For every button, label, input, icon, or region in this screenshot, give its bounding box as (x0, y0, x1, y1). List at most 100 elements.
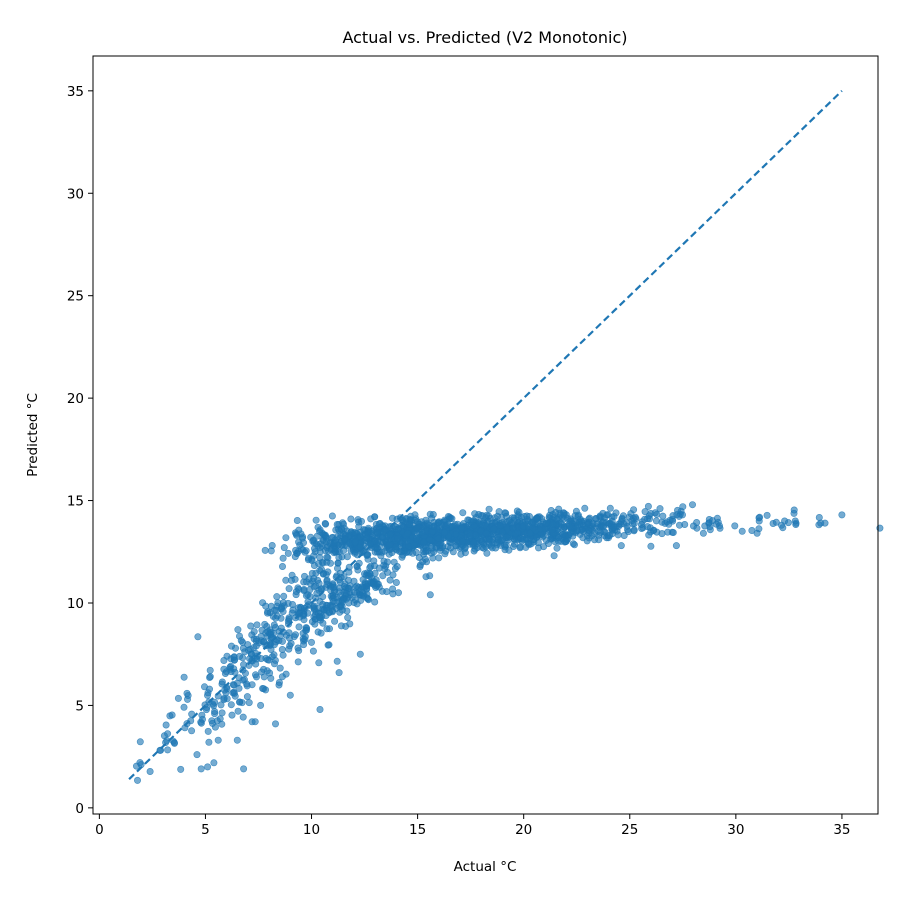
data-point (510, 514, 518, 522)
data-point (405, 520, 413, 528)
data-point (240, 765, 248, 773)
data-point (293, 516, 301, 524)
data-point (596, 528, 604, 536)
data-point (637, 520, 645, 528)
data-point (558, 520, 566, 528)
data-point (652, 517, 660, 525)
data-point (322, 537, 330, 545)
data-point (791, 517, 799, 525)
data-point (260, 638, 268, 646)
data-point (647, 542, 655, 550)
data-point (262, 686, 270, 694)
data-point (299, 539, 307, 547)
data-point (509, 542, 517, 550)
y-tick-label: 25 (67, 289, 84, 305)
data-point (385, 541, 393, 549)
data-point (444, 520, 452, 528)
data-point (211, 707, 219, 715)
data-point (350, 588, 358, 596)
data-point (422, 516, 430, 524)
data-point (429, 510, 437, 518)
data-point (358, 589, 366, 597)
data-point (263, 609, 271, 617)
data-point (294, 584, 302, 592)
data-point (363, 551, 371, 559)
data-point (705, 519, 713, 527)
data-point (351, 538, 359, 546)
data-point (585, 515, 593, 523)
data-point (392, 543, 400, 551)
data-point (589, 519, 597, 527)
data-point (276, 664, 284, 672)
data-point (371, 598, 379, 606)
data-point (218, 720, 226, 728)
data-point (188, 727, 196, 735)
data-point (614, 531, 622, 539)
data-point (266, 669, 274, 677)
data-point (204, 763, 212, 771)
data-point (208, 717, 216, 725)
data-point (329, 533, 337, 541)
data-point (378, 538, 386, 546)
data-point (574, 512, 582, 520)
data-point (304, 556, 312, 564)
data-point (218, 709, 226, 717)
axes-layer: 0 5 10 15 20 25 30 35 0 5 10 15 20 25 30 35 (67, 84, 851, 838)
data-point (205, 738, 213, 746)
data-point (197, 765, 205, 773)
data-point (664, 528, 672, 536)
data-point (632, 515, 640, 523)
data-point (738, 527, 746, 535)
data-point (485, 505, 493, 513)
data-point (197, 719, 205, 727)
data-point (335, 669, 343, 677)
data-point (302, 624, 310, 632)
data-point (377, 552, 385, 560)
data-point (672, 542, 680, 550)
data-point (588, 532, 596, 540)
data-point (335, 554, 343, 562)
data-point (227, 701, 235, 709)
data-point (183, 689, 191, 697)
data-point (540, 543, 548, 551)
data-point (279, 651, 287, 659)
data-point (265, 656, 273, 664)
data-point (300, 611, 308, 619)
data-point (625, 513, 633, 521)
data-point (617, 518, 625, 526)
data-point (372, 544, 380, 552)
data-point (412, 534, 420, 542)
data-point (252, 637, 260, 645)
data-point (585, 527, 593, 535)
data-point (715, 522, 723, 530)
data-point (351, 549, 359, 557)
data-point (220, 656, 228, 664)
data-point (250, 628, 258, 636)
data-point (288, 609, 296, 617)
data-point (280, 592, 288, 600)
data-point (630, 527, 638, 535)
data-point (174, 694, 182, 702)
data-point (275, 681, 283, 689)
data-point (248, 718, 256, 726)
data-point (331, 539, 339, 547)
data-point (623, 519, 631, 527)
data-point (644, 502, 652, 510)
data-point (273, 612, 281, 620)
data-point (699, 529, 707, 537)
data-point (234, 626, 242, 634)
data-point (394, 589, 402, 597)
data-point (273, 593, 281, 601)
data-point (440, 529, 448, 537)
data-point (389, 571, 397, 579)
data-point (753, 529, 761, 537)
data-point (641, 515, 649, 523)
data-point (285, 585, 293, 593)
data-point (430, 522, 438, 530)
data-point (470, 547, 478, 555)
data-point (390, 558, 398, 566)
x-tick-label: 35 (833, 822, 850, 838)
data-point (347, 515, 355, 523)
data-point (316, 705, 324, 713)
